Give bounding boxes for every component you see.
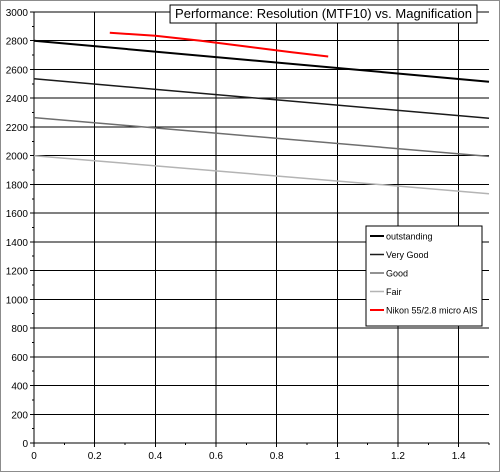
x-tick-label: 1.2 [391,451,405,462]
y-tick-label: 1600 [6,209,29,220]
y-tick-label: 1800 [6,180,29,191]
y-tick-label: 2200 [6,123,29,134]
y-tick-label: 1400 [6,238,29,249]
y-tick-label: 2600 [6,65,29,76]
series-line-outstanding [33,39,490,83]
series-line-good [33,116,490,158]
x-tick-label: 0.8 [270,451,284,462]
y-tick-label: 200 [11,410,28,421]
series-layer [33,31,490,195]
legend-label: Fair [386,287,402,297]
y-tick-label: 1200 [6,267,29,278]
series-line-fair [33,154,490,195]
y-tick-label: 0 [22,439,28,450]
legend-label: Very Good [386,250,429,260]
legend-label: outstanding [386,232,433,242]
x-tick-label: 1 [335,451,341,462]
legend-label: Good [386,269,408,279]
y-tick-label: 2800 [6,37,29,48]
series-line-very-good [33,78,490,120]
y-tick-label: 400 [11,382,28,393]
x-tick-label: 0 [31,451,37,462]
title-layer: Performance: Resolution (MTF10) vs. Magn… [169,4,478,24]
x-tick-label: 0.2 [88,451,102,462]
legend: outstanding Very Good Good Fair Nikon 55/2.8… [365,225,483,327]
x-tick-label: 0.4 [148,451,162,462]
y-tick-label: 600 [11,353,28,364]
legend-box [365,225,483,327]
y-tick-label: 3000 [6,8,29,19]
y-tick-label: 1000 [6,295,29,306]
x-tick-label: 0.6 [209,451,223,462]
title-box [169,4,478,24]
chart-title: Performance: Resolution (MTF10) vs. Magn… [175,6,472,21]
series-line-nikon-55-2-8-micro-ais [109,31,329,58]
y-tick-label: 800 [11,324,28,335]
y-tick-label: 2000 [6,152,29,163]
y-tick-label: 2400 [6,94,29,105]
legend-label: Nikon 55/2.8 micro AIS [386,306,478,316]
axis-layer: 0 200 400 600 800 1000 1200 1400 1600 1800 2000 220… [6,8,490,462]
grid-layer [34,11,489,443]
x-tick-label: 1.4 [452,451,466,462]
